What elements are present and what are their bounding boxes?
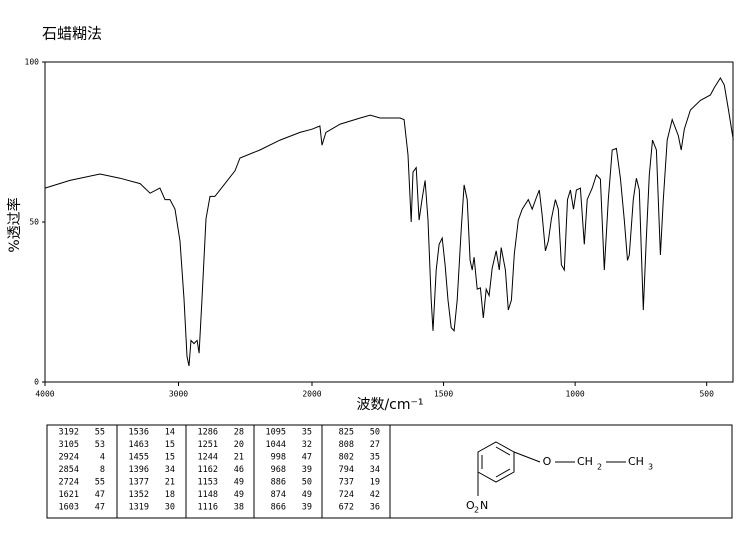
peak-wavenumber: 1153 xyxy=(198,478,218,488)
peak-transmittance: 30 xyxy=(165,503,175,513)
peak-transmittance: 35 xyxy=(302,428,312,438)
peak-wavenumber: 1148 xyxy=(198,490,218,500)
peak-transmittance: 35 xyxy=(370,453,380,463)
peak-transmittance: 47 xyxy=(302,453,312,463)
peak-transmittance: 32 xyxy=(302,440,312,450)
peak-transmittance: 27 xyxy=(370,440,380,450)
peak-wavenumber: 724 xyxy=(339,490,354,500)
x-tick-label: 2000 xyxy=(302,390,321,399)
peak-transmittance: 15 xyxy=(165,440,175,450)
peak-wavenumber: 1251 xyxy=(198,440,218,450)
peak-transmittance: 38 xyxy=(234,503,244,513)
y-tick-label: 50 xyxy=(29,218,39,227)
peak-wavenumber: 1162 xyxy=(198,465,218,475)
peak-wavenumber: 2724 xyxy=(59,478,79,488)
peak-transmittance: 34 xyxy=(165,465,175,475)
peak-wavenumber: 1095 xyxy=(266,428,286,438)
peak-transmittance: 47 xyxy=(95,503,105,513)
spectrum-line xyxy=(44,77,734,367)
peak-transmittance: 4 xyxy=(100,453,105,463)
atom-subscript: 3 xyxy=(648,463,653,472)
peak-wavenumber: 998 xyxy=(271,453,286,463)
atom-label: O xyxy=(543,455,552,468)
peak-transmittance: 19 xyxy=(370,478,380,488)
peak-transmittance: 39 xyxy=(302,465,312,475)
peak-wavenumber: 3192 xyxy=(59,428,79,438)
peak-transmittance: 50 xyxy=(370,428,380,438)
peak-wavenumber: 794 xyxy=(339,465,354,475)
peak-wavenumber: 737 xyxy=(339,478,354,488)
peak-wavenumber: 874 xyxy=(271,490,286,500)
peak-wavenumber: 1286 xyxy=(198,428,218,438)
peak-wavenumber: 3105 xyxy=(59,440,79,450)
peak-wavenumber: 1244 xyxy=(198,453,218,463)
peak-transmittance: 18 xyxy=(165,490,175,500)
x-tick-label: 4000 xyxy=(35,390,54,399)
peak-wavenumber: 2854 xyxy=(59,465,79,475)
peak-transmittance: 49 xyxy=(234,478,244,488)
x-tick-label: 1000 xyxy=(565,390,584,399)
peak-transmittance: 55 xyxy=(95,428,105,438)
peak-transmittance: 49 xyxy=(234,490,244,500)
peak-transmittance: 8 xyxy=(100,465,105,475)
atom-label: CH xyxy=(577,455,593,468)
peak-wavenumber: 1044 xyxy=(266,440,286,450)
peak-transmittance: 34 xyxy=(370,465,380,475)
peak-transmittance: 21 xyxy=(165,478,175,488)
x-axis-label: 波数/cm⁻¹ xyxy=(356,397,423,413)
atom-label: O xyxy=(466,499,475,512)
peak-wavenumber: 886 xyxy=(271,478,286,488)
peak-transmittance: 42 xyxy=(370,490,380,500)
atom-label: N xyxy=(480,499,488,512)
peak-transmittance: 49 xyxy=(302,490,312,500)
peak-transmittance: 15 xyxy=(165,453,175,463)
peak-wavenumber: 968 xyxy=(271,465,286,475)
x-tick-label: 3000 xyxy=(169,390,188,399)
y-axis-label: %透过率 xyxy=(6,197,23,252)
peak-transmittance: 39 xyxy=(302,503,312,513)
x-tick-label: 500 xyxy=(699,390,714,399)
atom-subscript: 2 xyxy=(474,506,479,515)
benzene-ring xyxy=(477,441,626,496)
peak-transmittance: 28 xyxy=(234,428,244,438)
atom-subscript: 2 xyxy=(597,463,602,472)
peak-wavenumber: 1603 xyxy=(59,503,79,513)
peak-wavenumber: 1621 xyxy=(59,490,79,500)
peak-wavenumber: 1396 xyxy=(129,465,149,475)
x-tick-label: 1500 xyxy=(434,390,453,399)
peak-transmittance: 55 xyxy=(95,478,105,488)
plot-frame xyxy=(44,61,734,383)
peak-transmittance: 20 xyxy=(234,440,244,450)
peak-wavenumber: 1455 xyxy=(129,453,149,463)
peak-wavenumber: 866 xyxy=(271,503,286,513)
peak-wavenumber: 2924 xyxy=(59,453,79,463)
peak-wavenumber: 1463 xyxy=(129,440,149,450)
y-tick-label: 0 xyxy=(34,378,39,387)
peak-transmittance: 36 xyxy=(370,503,380,513)
peak-transmittance: 14 xyxy=(165,428,175,438)
peak-wavenumber: 1319 xyxy=(129,503,149,513)
peak-transmittance: 21 xyxy=(234,453,244,463)
peak-wavenumber: 1116 xyxy=(198,503,218,513)
chart-title: 石蜡糊法 xyxy=(42,25,102,43)
peak-wavenumber: 808 xyxy=(339,440,354,450)
peak-wavenumber: 1352 xyxy=(129,490,149,500)
peak-wavenumber: 802 xyxy=(339,453,354,463)
peak-transmittance: 47 xyxy=(95,490,105,500)
peak-transmittance: 50 xyxy=(302,478,312,488)
peak-transmittance: 53 xyxy=(95,440,105,450)
table-dividers xyxy=(116,425,391,518)
peak-wavenumber: 1377 xyxy=(129,478,149,488)
peak-transmittance: 46 xyxy=(234,465,244,475)
atom-label: CH xyxy=(628,455,644,468)
y-tick-label: 100 xyxy=(25,58,40,67)
peak-wavenumber: 672 xyxy=(339,503,354,513)
peak-wavenumber: 1536 xyxy=(129,428,149,438)
peak-wavenumber: 825 xyxy=(339,428,354,438)
